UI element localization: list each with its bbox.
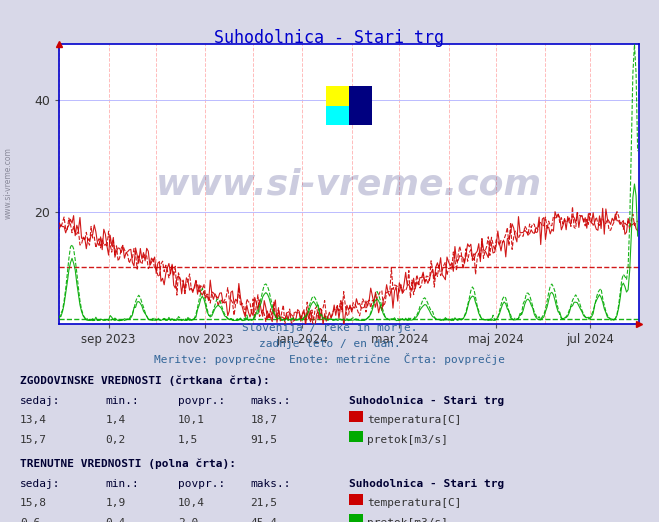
Text: min.:: min.: [105, 396, 139, 406]
Text: maks.:: maks.: [250, 396, 291, 406]
Text: min.:: min.: [105, 479, 139, 489]
Text: 15,8: 15,8 [20, 499, 47, 508]
Text: sedaj:: sedaj: [20, 396, 60, 406]
Text: www.si-vreme.com: www.si-vreme.com [156, 167, 542, 201]
Text: 2,0: 2,0 [178, 518, 198, 522]
Text: ZGODOVINSKE VREDNOSTI (črtkana črta):: ZGODOVINSKE VREDNOSTI (črtkana črta): [20, 375, 270, 386]
Text: 1,4: 1,4 [105, 416, 126, 425]
Bar [349, 86, 372, 125]
Text: 0,2: 0,2 [105, 435, 126, 445]
Text: povpr.:: povpr.: [178, 396, 225, 406]
Text: Suhodolnica - Stari trg: Suhodolnica - Stari trg [349, 396, 505, 406]
Text: TRENUTNE VREDNOSTI (polna črta):: TRENUTNE VREDNOSTI (polna črta): [20, 458, 236, 469]
Text: 1,5: 1,5 [178, 435, 198, 445]
Text: 10,1: 10,1 [178, 416, 205, 425]
Bar [326, 86, 349, 106]
Text: pretok[m3/s]: pretok[m3/s] [367, 435, 448, 445]
Text: 13,4: 13,4 [20, 416, 47, 425]
Text: Meritve: povprečne  Enote: metrične  Črta: povprečje: Meritve: povprečne Enote: metrične Črta:… [154, 353, 505, 365]
Text: pretok[m3/s]: pretok[m3/s] [367, 518, 448, 522]
Text: 15,7: 15,7 [20, 435, 47, 445]
Text: 0,4: 0,4 [105, 518, 126, 522]
Text: zadnje leto / en dan.: zadnje leto / en dan. [258, 339, 401, 349]
Text: www.si-vreme.com: www.si-vreme.com [3, 147, 13, 219]
Text: 10,4: 10,4 [178, 499, 205, 508]
Text: Suhodolnica - Stari trg: Suhodolnica - Stari trg [349, 479, 505, 489]
Text: temperatura[C]: temperatura[C] [367, 499, 461, 508]
Text: maks.:: maks.: [250, 479, 291, 489]
Text: temperatura[C]: temperatura[C] [367, 416, 461, 425]
Text: 1,9: 1,9 [105, 499, 126, 508]
Text: 18,7: 18,7 [250, 416, 277, 425]
Text: 0,6: 0,6 [20, 518, 40, 522]
Bar [326, 106, 349, 125]
Text: 45,4: 45,4 [250, 518, 277, 522]
Text: 91,5: 91,5 [250, 435, 277, 445]
Text: sedaj:: sedaj: [20, 479, 60, 489]
Text: Slovenija / reke in morje.: Slovenija / reke in morje. [242, 324, 417, 334]
Text: Suhodolnica - Stari trg: Suhodolnica - Stari trg [214, 29, 445, 46]
Text: povpr.:: povpr.: [178, 479, 225, 489]
Text: 21,5: 21,5 [250, 499, 277, 508]
